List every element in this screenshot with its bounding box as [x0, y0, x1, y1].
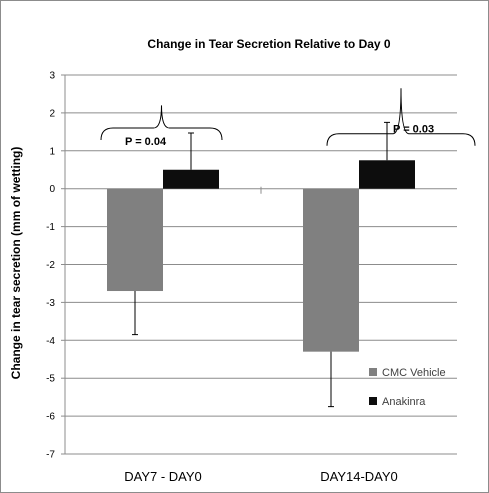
bar-0-1: [303, 188, 359, 352]
y-tick-label: 3: [49, 71, 55, 82]
y-tick-label: 1: [49, 146, 55, 157]
y-tick-label: 2: [49, 108, 55, 119]
y-tick-label: -2: [46, 260, 55, 271]
p-value-label: P = 0.04: [125, 136, 167, 148]
significance-brace: [100, 105, 223, 141]
bar-1-1: [359, 160, 415, 189]
significance-annotations: P = 0.04 P = 0.03: [100, 88, 476, 148]
y-axis-label: Change in tear secretion (mm of wetting): [9, 147, 23, 380]
legend: CMC Vehicle Anakinra: [369, 367, 446, 408]
bars: [107, 160, 415, 352]
y-tick-label: -5: [46, 374, 55, 385]
legend-label: CMC Vehicle: [382, 367, 446, 379]
chart-title: Change in Tear Secretion Relative to Day…: [147, 37, 391, 51]
y-tick-label: -1: [46, 222, 55, 233]
error-bars: [132, 121, 390, 408]
p-value-label: P = 0.03: [393, 124, 434, 136]
legend-swatch: [369, 368, 377, 376]
y-axis-ticks: 3 2 1 0 -1 -2 -3 -4 -5 -6 -7: [46, 71, 262, 461]
y-tick-label: 0: [49, 184, 55, 195]
x-axis-categories: DAY7 - DAY0 DAY14-DAY0: [124, 469, 398, 484]
significance-brace: [326, 88, 476, 146]
y-tick-label: -3: [46, 298, 55, 309]
x-category-label: DAY14-DAY0: [320, 469, 398, 484]
x-category-label: DAY7 - DAY0: [124, 469, 202, 484]
legend-swatch: [369, 397, 377, 405]
y-tick-label: -6: [46, 412, 55, 423]
bar-0-0: [107, 188, 163, 292]
y-tick-label: -7: [46, 450, 55, 461]
legend-label: Anakinra: [382, 396, 426, 408]
bar-1-0: [163, 169, 219, 189]
y-tick-label: -4: [46, 336, 55, 347]
